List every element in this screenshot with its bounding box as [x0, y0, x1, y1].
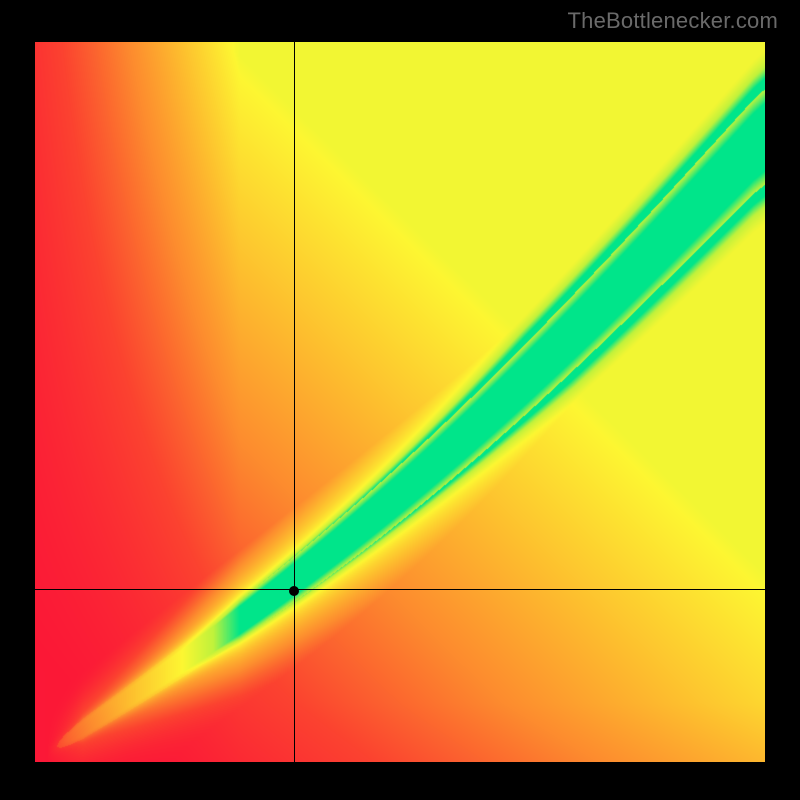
intersection-marker: [289, 586, 299, 596]
crosshair-horizontal: [35, 589, 765, 590]
crosshair-vertical: [294, 42, 295, 762]
heatmap-canvas: [35, 42, 765, 762]
bottleneck-heatmap: [35, 42, 765, 762]
watermark: TheBottlenecker.com: [568, 8, 778, 34]
